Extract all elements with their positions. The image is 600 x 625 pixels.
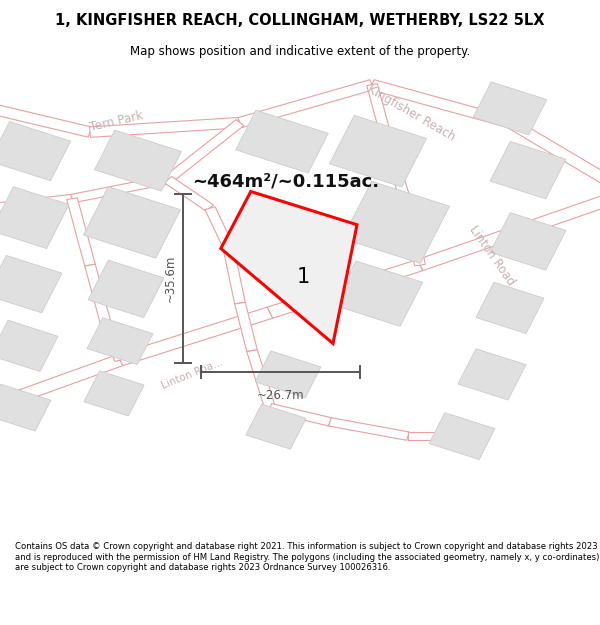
Polygon shape — [223, 246, 245, 304]
Polygon shape — [329, 418, 409, 440]
Polygon shape — [429, 412, 495, 459]
Polygon shape — [85, 264, 113, 332]
Polygon shape — [247, 349, 275, 409]
Polygon shape — [490, 213, 566, 270]
Polygon shape — [246, 404, 306, 449]
Polygon shape — [95, 130, 181, 191]
Polygon shape — [417, 193, 600, 271]
Text: 1: 1 — [296, 267, 310, 287]
Polygon shape — [205, 207, 233, 248]
Text: ~26.7m: ~26.7m — [257, 389, 304, 402]
Text: 1, KINGFISHER REACH, COLLINGHAM, WETHERBY, LS22 5LX: 1, KINGFISHER REACH, COLLINGHAM, WETHERB… — [55, 13, 545, 28]
Polygon shape — [0, 194, 73, 213]
Polygon shape — [164, 176, 214, 211]
Polygon shape — [476, 282, 544, 334]
Polygon shape — [343, 181, 449, 264]
Polygon shape — [506, 119, 600, 198]
Polygon shape — [329, 116, 427, 187]
Polygon shape — [0, 256, 62, 313]
Polygon shape — [164, 119, 244, 182]
Text: Linton Roa…: Linton Roa… — [160, 357, 224, 391]
Polygon shape — [408, 432, 480, 441]
Polygon shape — [403, 208, 425, 266]
Polygon shape — [0, 355, 123, 413]
Polygon shape — [67, 198, 95, 266]
Polygon shape — [490, 141, 566, 199]
Polygon shape — [255, 351, 321, 398]
Text: Tern Park: Tern Park — [89, 109, 145, 134]
Polygon shape — [0, 384, 51, 431]
Polygon shape — [334, 261, 422, 326]
Polygon shape — [89, 118, 241, 138]
Polygon shape — [267, 259, 423, 318]
Polygon shape — [0, 320, 58, 371]
Polygon shape — [117, 307, 273, 366]
Polygon shape — [367, 84, 395, 152]
Polygon shape — [83, 187, 181, 258]
Polygon shape — [236, 110, 328, 173]
Text: ~464m²/~0.115ac.: ~464m²/~0.115ac. — [192, 173, 379, 191]
Polygon shape — [221, 191, 357, 344]
Text: Kingfisher Reach: Kingfisher Reach — [365, 82, 457, 144]
Polygon shape — [88, 260, 164, 318]
Polygon shape — [87, 318, 153, 364]
Polygon shape — [0, 121, 71, 181]
Polygon shape — [235, 302, 257, 351]
Polygon shape — [385, 150, 413, 209]
Polygon shape — [268, 404, 332, 426]
Polygon shape — [0, 187, 69, 249]
Text: ~35.6m: ~35.6m — [163, 254, 176, 302]
Polygon shape — [238, 80, 374, 128]
Text: Contains OS data © Crown copyright and database right 2021. This information is : Contains OS data © Crown copyright and d… — [15, 542, 599, 572]
Polygon shape — [0, 99, 92, 137]
Polygon shape — [370, 80, 512, 128]
Polygon shape — [458, 349, 526, 400]
Polygon shape — [71, 176, 169, 203]
Polygon shape — [473, 82, 547, 135]
Text: Linton Road: Linton Road — [467, 223, 517, 288]
Polygon shape — [84, 371, 144, 416]
Polygon shape — [103, 330, 125, 361]
Text: Map shows position and indicative extent of the property.: Map shows position and indicative extent… — [130, 44, 470, 58]
